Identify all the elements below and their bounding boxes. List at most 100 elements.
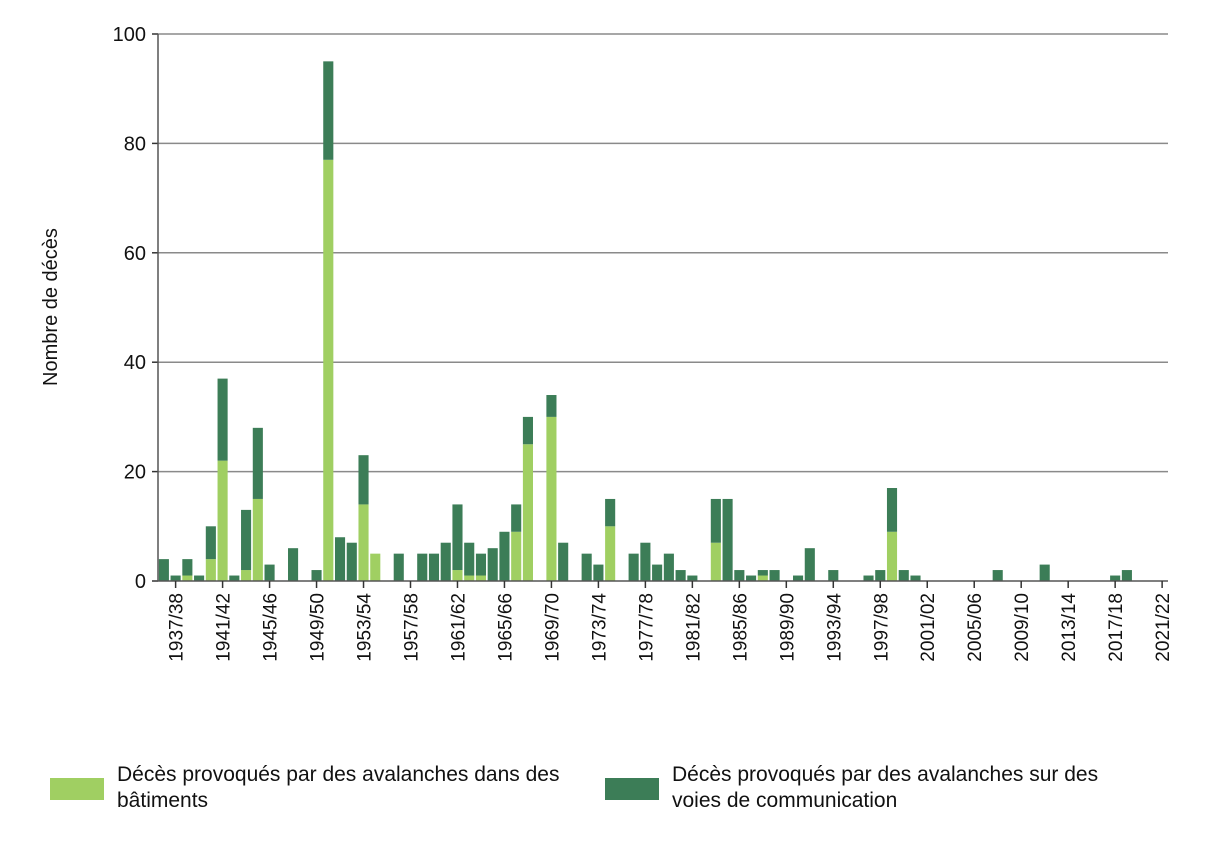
x-tick-label: 2009/10 xyxy=(1012,593,1033,662)
bar-roads xyxy=(217,378,228,461)
bar-roads xyxy=(793,575,804,581)
bar-roads xyxy=(288,548,299,581)
y-tick-label: 100 xyxy=(113,24,146,46)
bar-buildings xyxy=(511,531,522,581)
legend-label-roads: Décès provoqués par des avalanches sur d… xyxy=(672,763,1099,812)
bar-roads xyxy=(546,395,557,417)
bar-roads xyxy=(757,570,768,576)
bar-roads xyxy=(182,559,193,576)
bar-roads xyxy=(428,553,440,581)
bar-roads xyxy=(264,564,275,581)
bar-buildings xyxy=(358,504,369,581)
x-tick-label: 1961/62 xyxy=(448,593,469,662)
bar-roads xyxy=(323,61,334,160)
x-tick-label: 1985/86 xyxy=(730,593,751,662)
x-tick-label: 2021/22 xyxy=(1153,593,1174,662)
bar-roads xyxy=(663,553,674,581)
bar-roads xyxy=(710,498,721,543)
bar-roads xyxy=(452,504,463,571)
bar-roads xyxy=(440,542,451,581)
x-tick-label: 1989/90 xyxy=(777,593,798,662)
bar-buildings xyxy=(757,575,768,581)
bar-roads xyxy=(640,542,651,581)
bar-roads xyxy=(1110,575,1121,581)
bar-roads xyxy=(358,455,369,505)
bar-roads xyxy=(464,542,475,576)
bar-roads xyxy=(722,498,733,581)
bar-roads xyxy=(804,548,815,581)
bar-buildings xyxy=(217,460,228,581)
bar-roads xyxy=(194,575,205,581)
bars xyxy=(158,61,1132,581)
bar-roads xyxy=(593,564,604,581)
gridlines xyxy=(158,33,1168,473)
bar-roads xyxy=(158,559,169,581)
bar-roads xyxy=(252,427,263,499)
bar-roads xyxy=(487,548,498,581)
bar-roads xyxy=(417,553,428,581)
bar-buildings xyxy=(182,575,193,581)
bar-roads xyxy=(205,526,216,560)
y-tick-labels: 0 20 40 60 80 100 xyxy=(113,24,146,593)
x-tick-label: 1965/66 xyxy=(495,593,516,662)
x-tick-label: 1957/58 xyxy=(402,593,423,662)
bar-roads xyxy=(311,570,322,581)
bar-roads xyxy=(346,542,357,581)
bar-roads xyxy=(334,537,346,581)
legend-swatch-buildings xyxy=(50,778,104,800)
x-tick-label: 1993/94 xyxy=(824,593,845,662)
bar-roads xyxy=(1039,564,1050,581)
y-tick-label: 80 xyxy=(124,133,146,155)
bar-roads xyxy=(675,570,686,581)
bar-roads xyxy=(910,575,921,581)
bar-buildings xyxy=(323,159,334,581)
x-tick-label: 1949/50 xyxy=(308,593,329,662)
x-tick-label: 2001/02 xyxy=(918,593,939,662)
x-tick-label: 1977/78 xyxy=(636,593,657,662)
bar-roads xyxy=(875,570,886,581)
bar-roads xyxy=(393,553,404,581)
y-tick-label: 0 xyxy=(135,571,146,593)
legend-item-buildings: Décès provoqués par des avalanches dans … xyxy=(50,762,587,814)
x-tick-label: 1941/42 xyxy=(214,593,235,662)
x-tick-label: 1973/74 xyxy=(589,593,610,662)
bar-buildings xyxy=(241,570,252,581)
bar-roads xyxy=(499,531,510,581)
bar-roads xyxy=(769,570,780,581)
bar-buildings xyxy=(710,542,721,581)
bar-buildings xyxy=(464,575,475,581)
bar-buildings xyxy=(886,531,898,581)
axes xyxy=(152,33,1168,588)
bar-roads xyxy=(558,542,569,581)
x-tick-label: 1953/54 xyxy=(355,593,376,662)
bar-roads xyxy=(992,570,1003,581)
bar-roads xyxy=(170,575,181,581)
bar-buildings xyxy=(252,498,263,581)
y-tick-label: 40 xyxy=(124,352,146,374)
x-tick-label: 2017/18 xyxy=(1106,593,1127,662)
bar-roads xyxy=(863,575,874,581)
x-tick-label: 2005/06 xyxy=(965,593,986,662)
bar-roads xyxy=(581,553,592,581)
x-tick-label: 1945/46 xyxy=(261,593,282,662)
bar-roads xyxy=(229,575,240,581)
bar-roads xyxy=(605,498,616,527)
bar-buildings xyxy=(605,526,616,581)
bar-roads xyxy=(511,504,522,532)
x-tick-label: 1937/38 xyxy=(167,593,188,662)
bar-roads xyxy=(475,553,487,576)
x-tick-labels: 1937/38 1941/42 1945/46 1949/50 1953/54 1957/… xyxy=(167,593,1175,662)
bar-buildings xyxy=(475,575,487,581)
bar-roads xyxy=(687,575,698,581)
x-tick-label: 1969/70 xyxy=(542,593,563,662)
bar-roads xyxy=(746,575,757,581)
bar-buildings xyxy=(546,416,557,581)
bar-buildings xyxy=(522,444,533,581)
bar-roads xyxy=(241,509,252,571)
legend-swatch-roads xyxy=(605,778,659,800)
x-tick-label: 1997/98 xyxy=(871,593,892,662)
bar-buildings xyxy=(205,559,216,581)
legend-item-roads: Décès provoqués par des avalanches sur d… xyxy=(605,762,1142,814)
y-tick-label: 20 xyxy=(124,462,146,484)
bar-roads xyxy=(628,553,639,581)
